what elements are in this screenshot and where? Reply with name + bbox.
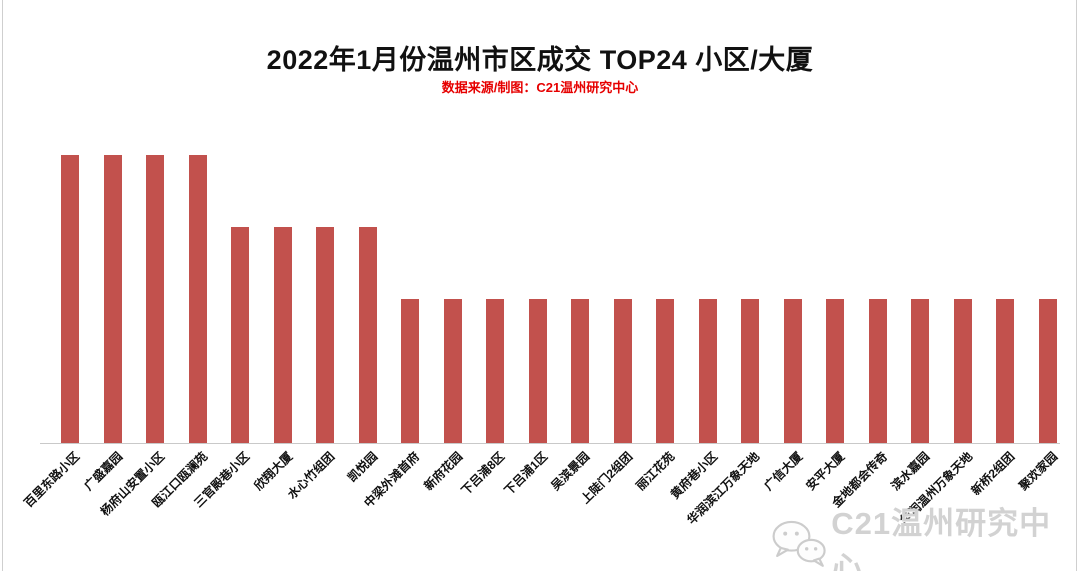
bar-下吕浦8区	[486, 299, 504, 443]
bar-三官殿巷小区	[231, 227, 249, 443]
chart-title: 2022年1月份温州市区成交 TOP24 小区/大厦	[266, 45, 814, 75]
bar-上陡门2组团	[613, 299, 632, 443]
bar-广盛嘉园	[103, 155, 122, 443]
bar-瓯江口瓯澜苑	[188, 155, 207, 443]
bar-新桥2组团	[996, 299, 1014, 443]
canvas-right-border	[1076, 0, 1077, 571]
bar-新府花园	[443, 299, 462, 443]
watermark: C21温州研究中心	[770, 498, 1080, 571]
bar-华润温州万象天地	[953, 299, 972, 443]
chart-subtitle: 数据来源/制图：C21温州研究中心	[441, 80, 639, 95]
bar-安平大厦	[826, 299, 844, 443]
bar-华润滨江万象天地	[741, 299, 759, 443]
bar-聚欢家园	[1038, 299, 1057, 443]
canvas-left-border	[2, 0, 3, 571]
bar-丽江花苑	[656, 299, 674, 443]
wechat-icon	[772, 520, 826, 567]
bar-百里东路小区	[61, 155, 79, 443]
bar-滨水嘉园	[911, 299, 929, 443]
bar-中梁外滩首府	[401, 299, 419, 443]
bar-吴滨景园	[571, 299, 589, 443]
bar-欣翔大厦	[273, 227, 292, 443]
watermark-text: C21温州研究中心	[831, 506, 1052, 571]
bar-黄府巷小区	[698, 299, 717, 443]
x-axis-line	[40, 443, 1060, 444]
bar-水心竹组团	[316, 227, 334, 443]
bar-广信大厦	[783, 299, 802, 443]
bar-下吕浦1区	[528, 299, 547, 443]
bar-杨府山安置小区	[146, 155, 164, 443]
bar-金地都会传奇	[868, 299, 887, 443]
bar-凯悦园	[358, 227, 377, 443]
